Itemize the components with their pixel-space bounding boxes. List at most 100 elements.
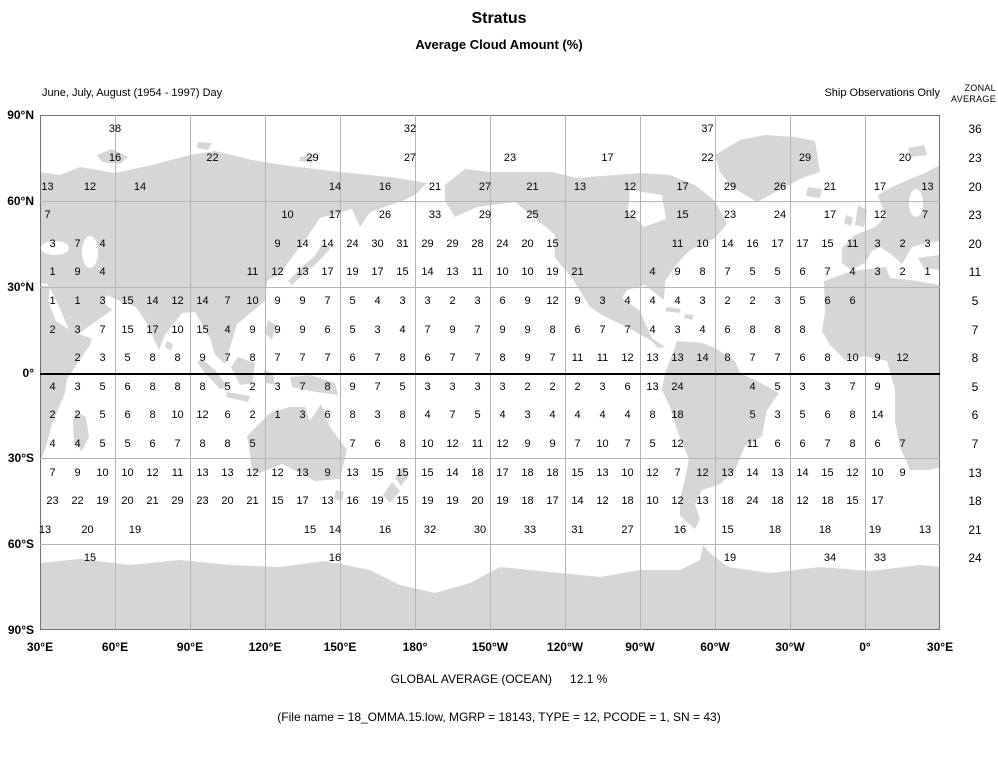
island-cuba bbox=[665, 307, 681, 313]
cloud-amount-value: 19 bbox=[446, 495, 459, 508]
parallel-gridline bbox=[40, 458, 940, 460]
cloud-amount-value: 11 bbox=[671, 237, 684, 250]
lon-axis-label: 30°W bbox=[775, 640, 805, 654]
cloud-amount-value: 9 bbox=[874, 352, 881, 365]
landmass-anatolia bbox=[918, 255, 940, 270]
cloud-amount-value: 20 bbox=[471, 495, 484, 508]
island-new-guinea bbox=[290, 375, 338, 395]
cloud-amount-value: 6 bbox=[349, 352, 356, 365]
cloud-amount-value: 14 bbox=[296, 237, 309, 250]
lon-axis-label: 150°E bbox=[323, 640, 357, 654]
cloud-amount-value: 7 bbox=[74, 237, 81, 250]
cloud-amount-value: 7 bbox=[599, 323, 606, 336]
cloud-amount-value: 18 bbox=[771, 495, 784, 508]
cloud-amount-value: 19 bbox=[868, 523, 882, 536]
cloud-amount-value: 7 bbox=[374, 352, 381, 365]
lon-axis-label: 30°E bbox=[26, 640, 54, 654]
island-sri-lanka bbox=[165, 341, 173, 351]
cloud-amount-value: 4 bbox=[49, 438, 56, 451]
cloud-amount-value: 18 bbox=[818, 523, 832, 536]
cloud-amount-value: 9 bbox=[449, 323, 456, 336]
cloud-amount-value: 16 bbox=[378, 523, 392, 536]
cloud-amount-value: 8 bbox=[349, 409, 356, 422]
cloud-amount-value: 6 bbox=[324, 323, 331, 336]
cloud-amount-value: 32 bbox=[423, 523, 437, 536]
lat-axis-label: 60°S bbox=[7, 537, 34, 552]
cloud-amount-value: 7 bbox=[549, 352, 556, 365]
cloud-amount-value: 29 bbox=[421, 237, 434, 250]
cloud-amount-value: 17 bbox=[796, 237, 809, 250]
cloud-amount-value: 29 bbox=[798, 151, 812, 164]
cloud-amount-value: 12 bbox=[671, 495, 684, 508]
cloud-amount-value: 16 bbox=[746, 237, 759, 250]
cloud-amount-value: 9 bbox=[74, 466, 81, 479]
cloud-amount-value: 7 bbox=[624, 323, 631, 336]
cloud-amount-value: 7 bbox=[99, 323, 106, 336]
island-java bbox=[226, 392, 250, 402]
lon-axis-label: 60°E bbox=[101, 640, 129, 654]
cloud-amount-value: 13 bbox=[573, 180, 587, 193]
island-japan bbox=[288, 243, 330, 285]
cloud-amount-value: 23 bbox=[46, 495, 59, 508]
cloud-amount-value: 5 bbox=[774, 380, 781, 393]
cloud-amount-value: 3 bbox=[674, 323, 681, 336]
cloud-amount-value: 6 bbox=[624, 380, 631, 393]
cloud-amount-value: 17 bbox=[496, 466, 509, 479]
cloud-amount-value: 23 bbox=[503, 151, 517, 164]
island-severnaya-zemlya bbox=[197, 142, 212, 150]
cloud-amount-value: 3 bbox=[599, 380, 606, 393]
cloud-amount-value: 12 bbox=[873, 209, 887, 222]
cloud-amount-value: 6 bbox=[574, 323, 581, 336]
cloud-amount-value: 19 bbox=[128, 523, 142, 536]
cloud-amount-value: 5 bbox=[749, 266, 756, 279]
cloud-amount-value: 22 bbox=[701, 151, 714, 164]
lat-axis-label: 60°N bbox=[7, 193, 34, 208]
cloud-amount-value: 4 bbox=[224, 323, 231, 336]
cloud-amount-value: 24 bbox=[496, 237, 509, 250]
cloud-amount-value: 7 bbox=[674, 466, 681, 479]
cloud-amount-value: 9 bbox=[274, 237, 281, 250]
cloud-amount-value: 30 bbox=[371, 237, 384, 250]
cloud-amount-value: 8 bbox=[849, 438, 856, 451]
cloud-amount-value: 7 bbox=[274, 352, 281, 365]
cloud-amount-value: 2 bbox=[524, 380, 531, 393]
cloud-amount-value: 13 bbox=[921, 180, 934, 193]
cloud-amount-value: 4 bbox=[549, 409, 556, 422]
cloud-amount-value: 12 bbox=[146, 466, 159, 479]
zonal-average-value: 20 bbox=[968, 179, 982, 194]
island-iceland bbox=[806, 187, 822, 198]
cloud-amount-value: 19 bbox=[96, 495, 109, 508]
cloud-amount-value: 10 bbox=[496, 266, 509, 279]
cloud-amount-value: 21 bbox=[526, 180, 539, 193]
cloud-amount-value: 2 bbox=[49, 409, 56, 422]
cloud-amount-value: 4 bbox=[574, 409, 581, 422]
cloud-amount-value: 15 bbox=[821, 237, 834, 250]
cloud-amount-value: 3 bbox=[774, 294, 781, 307]
cloud-amount-value: 3 bbox=[474, 294, 481, 307]
cloud-amount-value: 18 bbox=[546, 466, 559, 479]
cloud-amount-value: 10 bbox=[596, 438, 609, 451]
lon-axis-label: 60°W bbox=[700, 640, 730, 654]
cloud-amount-value: 6 bbox=[124, 380, 131, 393]
cloud-amount-value: 29 bbox=[478, 209, 492, 222]
cloud-amount-value: 3 bbox=[424, 294, 431, 307]
cloud-amount-value: 18 bbox=[471, 466, 484, 479]
cloud-amount-value: 26 bbox=[773, 180, 787, 193]
cloud-amount-value: 23 bbox=[723, 209, 737, 222]
cloud-amount-value: 9 bbox=[524, 323, 531, 336]
zonal-average-value: 11 bbox=[968, 265, 982, 280]
cloud-amount-value: 7 bbox=[299, 352, 306, 365]
cloud-amount-value: 15 bbox=[846, 495, 859, 508]
cloud-amount-value: 7 bbox=[349, 438, 356, 451]
cloud-amount-value: 5 bbox=[99, 380, 106, 393]
cloud-amount-value: 32 bbox=[403, 123, 417, 136]
cloud-amount-value: 12 bbox=[271, 266, 284, 279]
landmass-eurasia bbox=[40, 151, 427, 364]
landmass-australia bbox=[247, 404, 347, 481]
cloud-amount-value: 14 bbox=[146, 294, 159, 307]
cloud-amount-value: 14 bbox=[328, 180, 342, 193]
cloud-amount-value: 3 bbox=[824, 380, 831, 393]
cloud-amount-value: 13 bbox=[671, 352, 684, 365]
cloud-amount-value: 4 bbox=[649, 294, 656, 307]
